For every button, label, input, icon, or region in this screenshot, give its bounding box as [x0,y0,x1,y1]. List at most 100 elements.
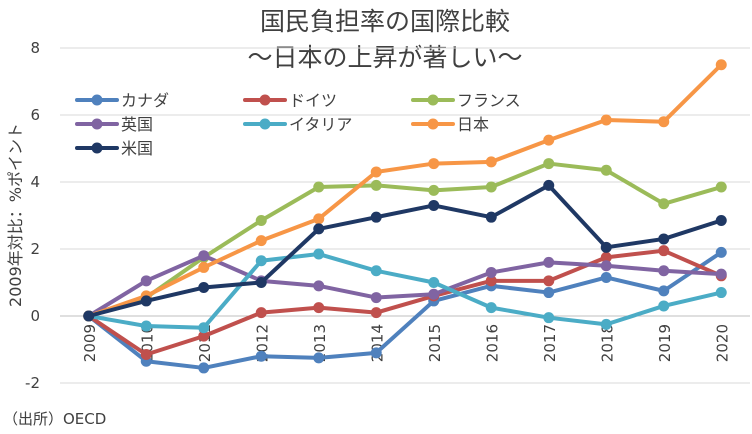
x-tick-label: 2013 [311,324,329,362]
data-point [140,275,152,287]
data-point [255,277,267,288]
data-point [255,235,267,247]
data-point [255,307,267,319]
series-line [86,250,724,370]
data-point [198,250,210,262]
data-point [370,211,382,223]
series-line [86,248,724,357]
series-line [86,62,724,318]
x-tick-label: 2009 [81,324,99,362]
legend-item: 日本 [411,115,489,134]
series-line [86,252,724,330]
data-point [543,134,555,146]
data-point [313,213,325,225]
data-point [658,300,670,312]
series-line [86,183,724,318]
data-point [543,158,555,170]
data-point [600,260,612,272]
legend-label: カナダ [121,91,169,110]
source-note: （出所）OECD [3,410,106,428]
data-point [600,251,612,263]
legend-item: フランス [411,91,521,110]
data-point [543,312,555,324]
data-point [658,116,670,128]
legend-item: ドイツ [243,91,337,110]
series-lines [83,59,727,374]
data-point [140,320,152,332]
data-point [198,282,210,294]
legend-swatch-marker [427,94,439,106]
data-point [543,287,555,299]
data-point [485,211,497,223]
data-point [428,158,440,170]
chart-subtitle: 〜日本の上昇が著しい〜 [247,43,522,72]
data-point [600,241,612,253]
data-point [370,166,382,178]
data-point [543,275,555,287]
x-tick-label: 2015 [426,324,444,362]
data-point [715,287,727,299]
series-4 [83,250,727,322]
y-tick-labels: -2 0 2 4 6 8 [25,39,40,392]
y-tick-label: 6 [30,106,40,124]
y-tick-label: 0 [30,307,40,325]
y-axis-label: 2009年対比：%ポイント [6,123,25,307]
data-point [140,295,152,307]
data-point [370,307,382,319]
data-point [600,164,612,176]
y-tick-label: 4 [30,173,40,191]
legend-swatch-marker [259,118,271,130]
legend-item: 英国 [75,115,153,134]
series-7 [83,179,727,322]
legend-swatch-marker [91,118,103,130]
x-tick-label: 2019 [656,324,674,362]
data-point [715,268,727,280]
legend-label: イタリア [289,115,352,134]
x-tick-label: 2017 [541,324,559,362]
data-point [370,265,382,277]
data-point [485,302,497,314]
data-point [658,233,670,245]
x-tick-label: 2020 [713,324,731,362]
legend-label: 米国 [121,139,153,158]
data-point [198,330,210,342]
series-5 [83,248,727,334]
data-point [198,261,210,273]
data-point [715,59,727,71]
data-point [485,266,497,278]
legend-swatch-marker [91,94,103,106]
data-point [658,285,670,297]
data-point [485,275,497,287]
data-point [428,288,440,300]
data-point [543,256,555,268]
legend-swatch-marker [91,142,103,154]
series-line [86,161,724,318]
data-point [255,255,267,267]
data-point [715,215,727,227]
legend-label: 日本 [457,115,489,134]
legend-label: フランス [457,91,521,110]
data-point [255,215,267,227]
series-line [86,253,724,318]
data-point [140,349,152,361]
data-point [600,271,612,283]
data-point [313,223,325,235]
data-point [715,181,727,193]
data-point [485,156,497,168]
data-point [600,114,612,126]
legend-label: 英国 [121,115,153,134]
legend-item: 米国 [75,139,153,158]
data-point [198,322,210,334]
series-2 [83,245,727,361]
data-point [313,280,325,292]
data-point [370,292,382,304]
x-tick-label: 2016 [483,324,501,362]
data-point [543,179,555,191]
chart-title: 国民負担率の国際比較 [260,7,510,36]
gridlines [60,47,750,384]
data-point [658,265,670,277]
legend-swatch-marker [259,94,271,106]
data-point [715,246,727,258]
data-point [600,318,612,330]
